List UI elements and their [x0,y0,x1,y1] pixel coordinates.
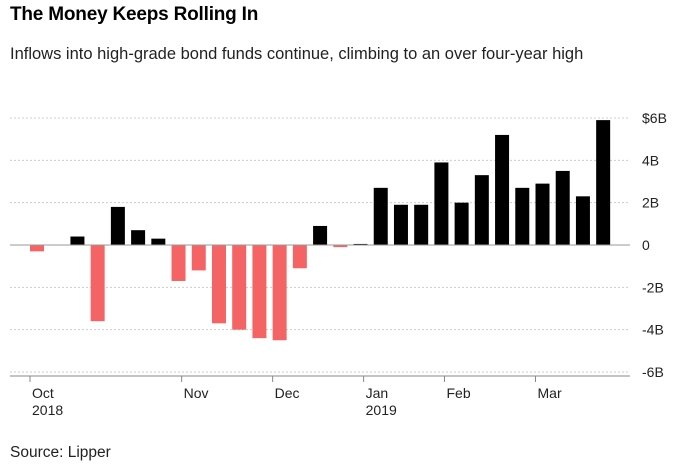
x-tick-label: Nov [184,385,209,401]
bar [110,206,125,245]
y-tick-label: -6B [642,364,664,380]
x-tick-label: Feb [447,385,471,401]
bar [393,204,408,245]
source-note: Source: Lipper [10,444,111,461]
bar [151,238,166,245]
bar [131,230,146,245]
y-tick-label: -2B [642,279,664,295]
bar [575,196,590,245]
bar [232,245,247,330]
bar [292,245,307,269]
bar [333,245,348,248]
bar [596,120,611,245]
bar [495,134,510,245]
y-tick-label: $6B [642,110,667,126]
axes [10,375,630,382]
bar [454,202,469,245]
x-tick-label: Mar [538,385,562,401]
bar [191,245,206,271]
bar [30,245,44,252]
bar [90,245,105,322]
bar [252,245,267,339]
y-tick-label: 0 [642,237,650,253]
bar [555,170,570,245]
bar [535,183,550,245]
y-tick-label: -4B [642,322,664,338]
x-tick-label: Dec [275,385,300,401]
x-tick-year-label: 2019 [366,402,397,418]
x-tick-label: Oct [32,385,54,401]
bar [353,243,368,245]
y-tick-label: 4B [642,152,659,168]
bar [434,162,449,245]
chart-subtitle: Inflows into high-grade bond funds conti… [10,45,584,63]
bar [272,245,287,341]
bar [171,245,186,281]
x-tick-year-label: 2018 [32,402,63,418]
bar [515,187,530,245]
y-tick-label: 2B [642,195,659,211]
x-tick-label: Jan [366,385,389,401]
bar [70,236,85,245]
chart-title: The Money Keeps Rolling In [10,4,259,25]
bars [30,120,611,341]
bar [313,225,328,245]
bar [373,187,388,245]
bar [414,204,429,245]
bar [211,245,226,324]
bar [474,175,489,245]
